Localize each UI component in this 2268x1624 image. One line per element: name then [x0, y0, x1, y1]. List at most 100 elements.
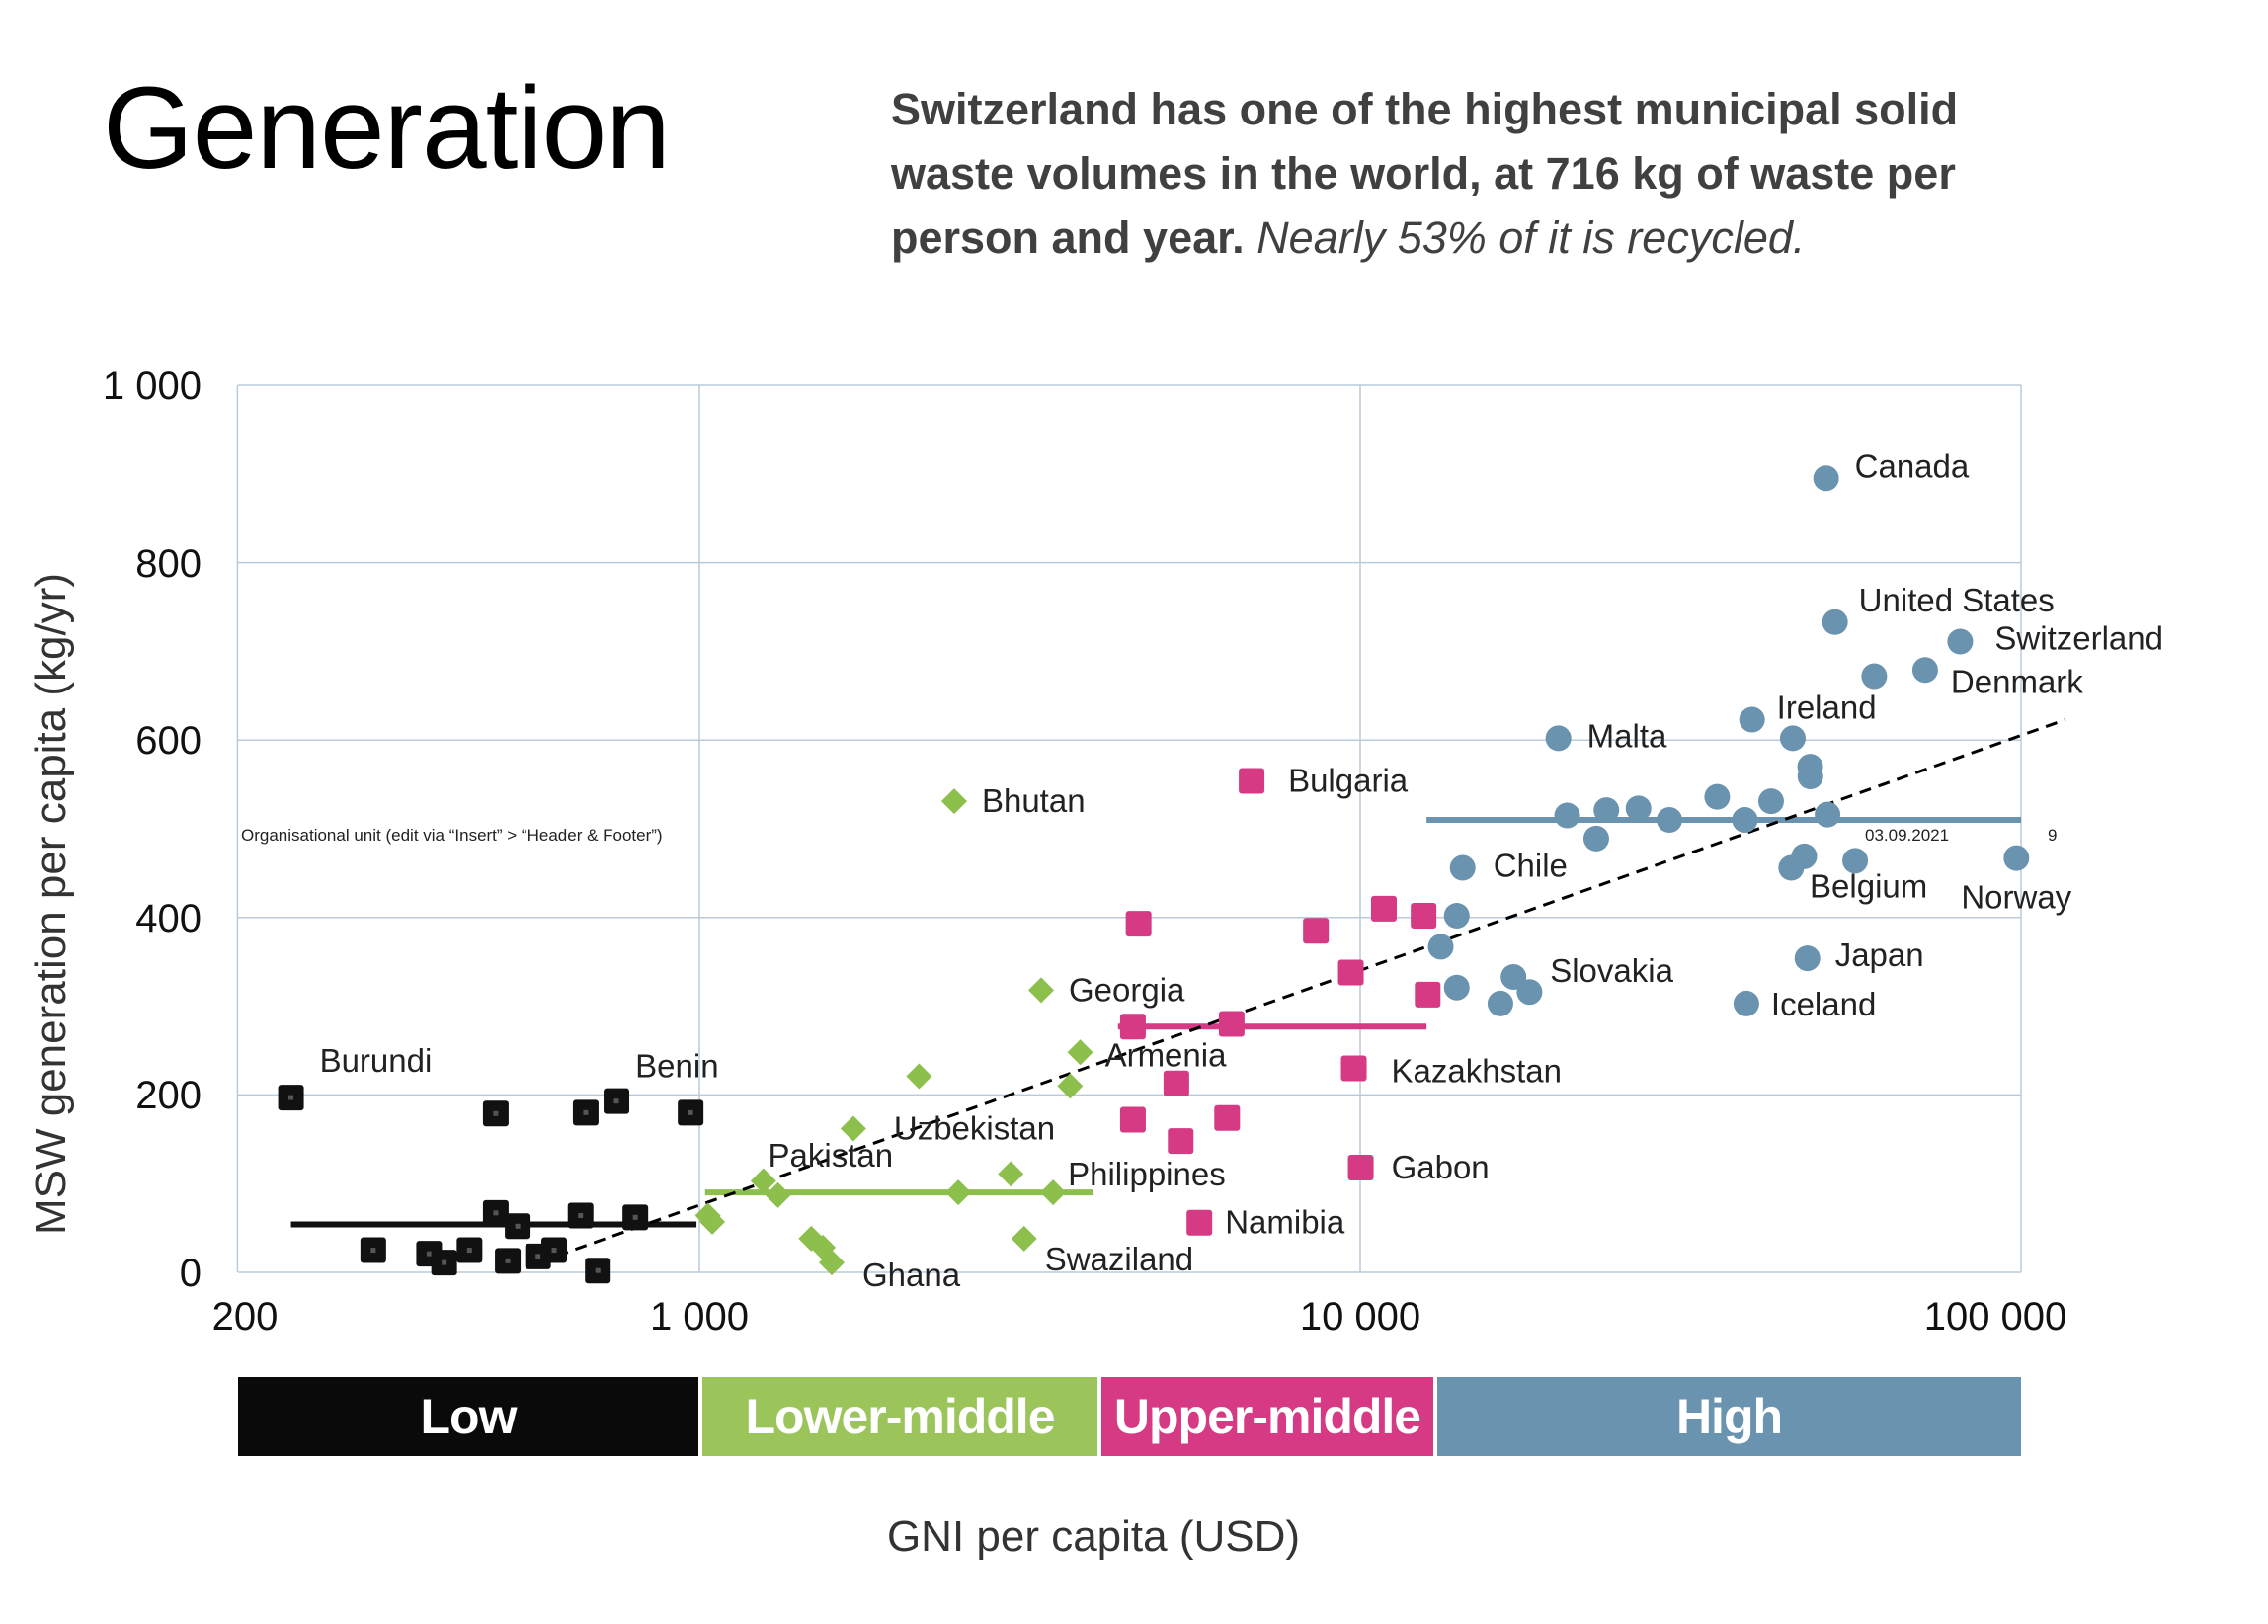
marker-upper-middle [1337, 959, 1364, 986]
marker-high [2003, 845, 2030, 871]
page-number: 9 [2048, 826, 2057, 845]
marker-center [583, 1109, 589, 1115]
marker-high [1732, 807, 1758, 834]
marker-lower-middle [1028, 977, 1055, 1004]
label-armenia: Armenia [1105, 1036, 1228, 1073]
marker-lower-middle [840, 1115, 866, 1142]
label-belgium: Belgium [1810, 867, 1927, 904]
marker-center [426, 1251, 432, 1257]
marker-upper-middle [1119, 1014, 1146, 1040]
marker-high [1911, 657, 1938, 684]
marker-center [442, 1259, 447, 1265]
data-points [278, 465, 2030, 1284]
marker-high [1794, 945, 1821, 972]
label-bhutan: Bhutan [982, 782, 1086, 819]
marker-high [1733, 990, 1759, 1016]
income-bar-lower-middle: Lower-middle [702, 1377, 1097, 1456]
y-tick-600: 600 [135, 719, 202, 763]
point-labels: Burundi Benin Ghana Uzbekistan Bhutan Swazila… [320, 447, 2163, 1293]
marker-high [1779, 725, 1806, 752]
marker-high [1657, 807, 1683, 834]
marker-center [551, 1248, 557, 1254]
label-ireland: Ireland [1777, 690, 1877, 726]
label-iceland: Iceland [1771, 986, 1876, 1022]
label-denmark: Denmark [1951, 663, 2083, 699]
marker-upper-middle [1340, 1055, 1367, 1082]
marker-high [1545, 725, 1572, 752]
marker-high [1487, 990, 1513, 1016]
marker-high [1815, 801, 1841, 828]
income-label-high: High [1675, 1389, 1783, 1444]
marker-lower-middle [819, 1250, 846, 1276]
marker-upper-middle [1415, 981, 1441, 1008]
marker-high [1822, 609, 1848, 635]
marker-high [1797, 764, 1823, 790]
label-norway: Norway [1961, 879, 2071, 916]
marker-high [1861, 663, 1888, 690]
x-tick-10000: 10 000 [1300, 1295, 1420, 1339]
marker-high [1443, 903, 1470, 930]
marker-lower-middle [906, 1063, 932, 1090]
marker-high [1443, 974, 1470, 1001]
marker-center [632, 1214, 638, 1220]
trendline [537, 718, 2066, 1264]
marker-high [1500, 963, 1527, 990]
label-benin: Benin [635, 1047, 718, 1084]
marker-high [1739, 706, 1765, 733]
y-tick-400: 400 [135, 897, 202, 940]
marker-high [1582, 825, 1609, 852]
marker-high [1427, 934, 1454, 960]
label-malta: Malta [1587, 717, 1667, 754]
label-united-states: United States [1859, 582, 2055, 618]
x-tick-100000: 100 000 [1924, 1295, 2067, 1339]
y-tick-800: 800 [135, 542, 202, 586]
marker-upper-middle [1347, 1155, 1374, 1181]
marker-lower-middle [1040, 1179, 1067, 1206]
label-pakistan: Pakistan [769, 1137, 894, 1174]
income-label-upper-middle: Upper-middle [1113, 1389, 1421, 1444]
marker-high [1757, 788, 1784, 815]
subtitle-line-1: Switzerland has one of the highest munic… [891, 84, 1959, 134]
marker-high [1813, 465, 1839, 492]
label-gabon: Gabon [1392, 1149, 1490, 1185]
marker-center [515, 1223, 521, 1229]
label-canada: Canada [1855, 447, 1970, 484]
marker-center [466, 1248, 472, 1254]
subtitle: Switzerland has one of the highest munic… [891, 77, 1958, 270]
marker-center [595, 1267, 601, 1273]
marker-upper-middle [1239, 768, 1265, 794]
marker-lower-middle [765, 1181, 791, 1208]
marker-high [1593, 797, 1620, 824]
marker-high [1625, 795, 1652, 822]
income-bar-upper-middle: Upper-middle [1101, 1377, 1433, 1456]
marker-high [1791, 843, 1818, 869]
date-text: 03.09.2021 [1865, 826, 1949, 845]
label-ghana: Ghana [862, 1257, 961, 1293]
marker-center [493, 1210, 499, 1216]
label-bulgaria: Bulgaria [1288, 763, 1409, 799]
x-axis-title: GNI per capita (USD) [887, 1512, 1300, 1561]
marker-upper-middle [1186, 1209, 1213, 1236]
page-title: Generation [103, 63, 671, 194]
marker-upper-middle [1218, 1011, 1245, 1037]
trendline-dashed [537, 718, 2066, 1264]
marker-center [613, 1098, 619, 1104]
marker-lower-middle [1067, 1039, 1094, 1066]
marker-lower-middle [699, 1208, 726, 1235]
marker-high [1842, 848, 1869, 874]
marker-center [288, 1095, 294, 1100]
income-label-lower-middle: Lower-middle [745, 1389, 1055, 1444]
marker-center [535, 1254, 541, 1259]
label-namibia: Namibia [1225, 1204, 1345, 1241]
marker-high [1947, 628, 1974, 655]
label-swaziland: Swaziland [1045, 1241, 1193, 1277]
label-japan: Japan [1835, 936, 1924, 973]
organisational-unit-text: Organisational unit (edit via “Insert” >… [241, 826, 663, 845]
label-chile: Chile [1494, 848, 1568, 884]
y-tick-0: 0 [180, 1252, 202, 1295]
subtitle-line-2: waste volumes in the world, at 716 kg of… [891, 148, 1956, 199]
marker-center [493, 1110, 499, 1116]
marker-upper-middle [1214, 1104, 1241, 1131]
subtitle-line-3-bold: person and year. [891, 212, 1245, 263]
label-burundi: Burundi [320, 1042, 433, 1079]
